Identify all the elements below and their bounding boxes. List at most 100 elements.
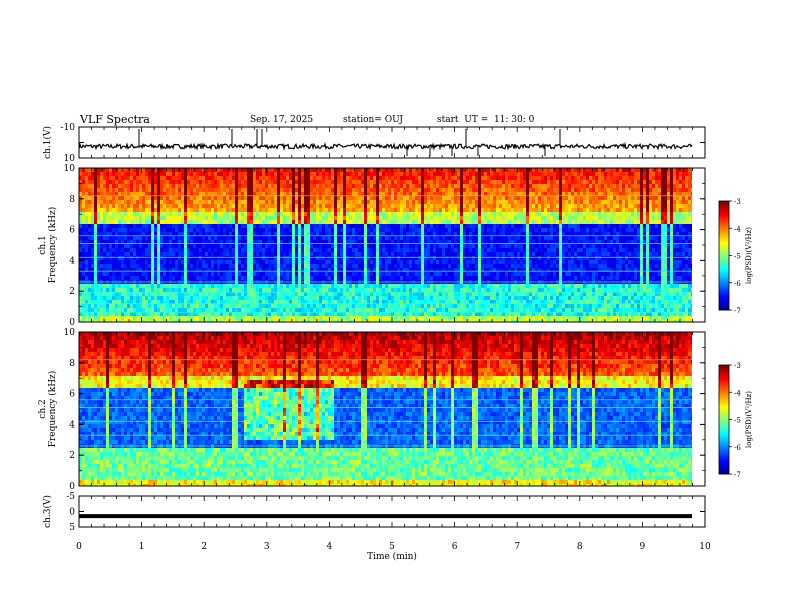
spectrogram-cell xyxy=(199,264,203,269)
spectrogram-cell xyxy=(316,216,320,221)
spectrogram-cell xyxy=(187,268,191,273)
spectrogram-cell xyxy=(145,272,149,277)
spectrogram-cell xyxy=(133,216,137,221)
spectrogram-cell xyxy=(373,296,377,301)
spectrogram-cell xyxy=(295,212,299,217)
spectrogram-cell xyxy=(169,236,173,241)
spectrogram-cell xyxy=(274,196,278,201)
spectrogram-cell xyxy=(313,252,317,257)
spectrogram-cell xyxy=(190,188,194,193)
spectrogram-cell xyxy=(331,224,335,229)
spectrogram-cell xyxy=(97,304,101,309)
spectrogram-cell xyxy=(79,172,83,177)
spectrogram-cell xyxy=(262,224,266,229)
spectrogram-cell xyxy=(130,316,134,321)
spectrogram-cell xyxy=(178,288,182,293)
spectrogram-cell xyxy=(121,212,125,217)
spectrogram-cell xyxy=(400,240,404,245)
spectrogram-cell xyxy=(157,316,161,321)
spectrogram-cell xyxy=(181,172,185,177)
spectrogram-cell xyxy=(403,220,407,225)
spectrogram-cell xyxy=(124,252,128,257)
spectrogram-cell xyxy=(130,264,134,269)
spectrogram-cell xyxy=(85,276,89,281)
spectrogram-cell xyxy=(271,192,275,197)
spectrogram-cell xyxy=(322,316,326,321)
spectrogram-cell xyxy=(271,256,275,261)
spectrogram-cell xyxy=(436,272,440,277)
spectrogram-cell xyxy=(268,232,272,237)
spectrogram-cell xyxy=(409,308,413,313)
spectrogram-cell xyxy=(259,320,263,322)
spectrogram-cell xyxy=(241,256,245,261)
spectrogram-cell xyxy=(151,256,155,261)
spectrogram-cell xyxy=(169,260,173,265)
spectrogram-cell xyxy=(358,292,362,297)
spectrogram-cell xyxy=(85,212,89,217)
spectrogram-cell xyxy=(442,288,446,293)
spectrogram-cell xyxy=(85,188,89,193)
spectrogram-cell xyxy=(361,316,365,321)
spectrogram-cell xyxy=(151,272,155,277)
spectrogram-cell xyxy=(370,168,374,173)
spectrogram-cell xyxy=(124,188,128,193)
spectrogram-cell xyxy=(247,244,251,249)
spectrogram-cell xyxy=(112,172,116,177)
spectrogram-cell xyxy=(244,272,248,277)
spectrogram-cell xyxy=(223,204,227,209)
spectrogram-cell xyxy=(223,304,227,309)
spectrogram-cell xyxy=(259,220,263,225)
spectrogram-cell xyxy=(199,252,203,257)
spectrogram-cell xyxy=(136,176,140,181)
spectrogram-cell xyxy=(400,284,404,289)
spectrogram-cell xyxy=(100,204,104,209)
spectrogram-cell xyxy=(328,236,332,241)
spectrogram-cell xyxy=(178,184,182,189)
spectrogram-cell xyxy=(127,184,131,189)
spectrogram-cell xyxy=(79,236,83,241)
spectrogram-cell xyxy=(310,236,314,241)
spectrogram-cell xyxy=(253,240,257,245)
spectrogram-cell xyxy=(379,260,383,265)
spectrogram-cell xyxy=(175,236,179,241)
spectrogram-cell xyxy=(400,272,404,277)
spectrogram-cell xyxy=(412,192,416,197)
spectrogram-cell xyxy=(271,248,275,253)
spectrogram-cell xyxy=(199,292,203,297)
spectrogram-cell xyxy=(133,252,137,257)
spectrogram-cell xyxy=(358,288,362,293)
spectrogram-cell xyxy=(250,244,254,249)
spectrogram-cell xyxy=(223,180,227,185)
spectrogram-cell xyxy=(304,212,308,217)
spectrogram-cell xyxy=(424,308,428,313)
spectrogram-cell xyxy=(388,320,392,322)
spectrogram-cell xyxy=(115,220,119,225)
spectrogram-cell xyxy=(226,188,230,193)
spectrogram-cell xyxy=(421,184,425,189)
spectrogram-cell xyxy=(271,172,275,177)
spectrogram-cell xyxy=(328,212,332,217)
spectrogram-cell xyxy=(340,264,344,269)
spectrogram-cell xyxy=(142,244,146,249)
spectrogram-cell xyxy=(100,192,104,197)
spectrogram-cell xyxy=(130,172,134,177)
spectrogram-cell xyxy=(442,256,446,261)
spectrogram-cell xyxy=(100,316,104,321)
spectrogram-cell xyxy=(253,228,257,233)
spectrogram-cell xyxy=(142,236,146,241)
spectrogram-cell xyxy=(256,272,260,277)
spectrogram-cell xyxy=(340,284,344,289)
spectrogram-cell xyxy=(298,320,302,322)
spectrogram-cell xyxy=(289,192,293,197)
spectrogram-cell xyxy=(181,232,185,237)
spectrogram-cell xyxy=(358,248,362,253)
spectrogram-cell xyxy=(271,300,275,305)
spectrogram-cell xyxy=(262,276,266,281)
spectrogram-cell xyxy=(253,248,257,253)
spectrogram-cell xyxy=(85,180,89,185)
spectrogram-cell xyxy=(442,212,446,217)
spectrogram-cell xyxy=(112,220,116,225)
spectrogram-cell xyxy=(427,288,431,293)
spectrogram-cell xyxy=(415,252,419,257)
spectrogram-cell xyxy=(382,232,386,237)
